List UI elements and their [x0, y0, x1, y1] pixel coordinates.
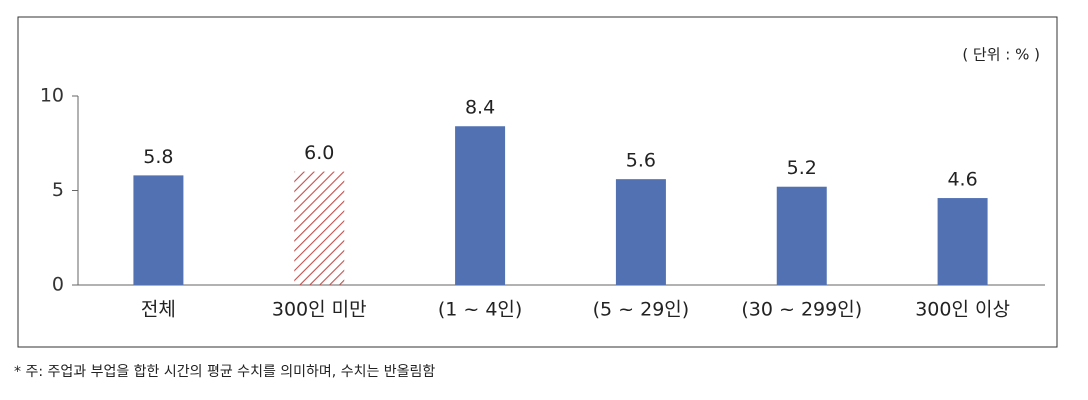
x-tick-label: (5 ~ 29인) — [593, 299, 690, 321]
value-label: 4.6 — [947, 169, 977, 191]
value-label: 5.8 — [143, 146, 173, 168]
y-tick-label: 5 — [52, 179, 64, 201]
value-label: 5.6 — [626, 150, 656, 172]
x-tick-label: 300인 이상 — [915, 299, 1010, 321]
frame — [17, 16, 1058, 348]
value-label: 5.2 — [787, 157, 817, 179]
y-tick-label: 0 — [52, 274, 64, 296]
bar — [455, 126, 506, 286]
bar — [776, 186, 827, 285]
bar — [133, 175, 184, 285]
unit-label: ( 단위 : % ) — [962, 46, 1040, 64]
value-label: 8.4 — [465, 97, 495, 119]
x-tick-label: 전체 — [141, 299, 176, 321]
bar — [615, 179, 666, 285]
x-tick-label: (1 ~ 4인) — [438, 299, 522, 321]
footnote: * 주: 주업과 부업을 합한 시간의 평균 수치를 의미하며, 수치는 반올림… — [14, 364, 435, 380]
y-tick-label: 10 — [40, 85, 64, 107]
bar — [294, 171, 345, 285]
x-tick-label: 300인 미만 — [272, 299, 367, 321]
bar — [937, 198, 988, 285]
value-label: 6.0 — [304, 142, 334, 164]
x-tick-label: (30 ~ 299인) — [741, 299, 862, 321]
